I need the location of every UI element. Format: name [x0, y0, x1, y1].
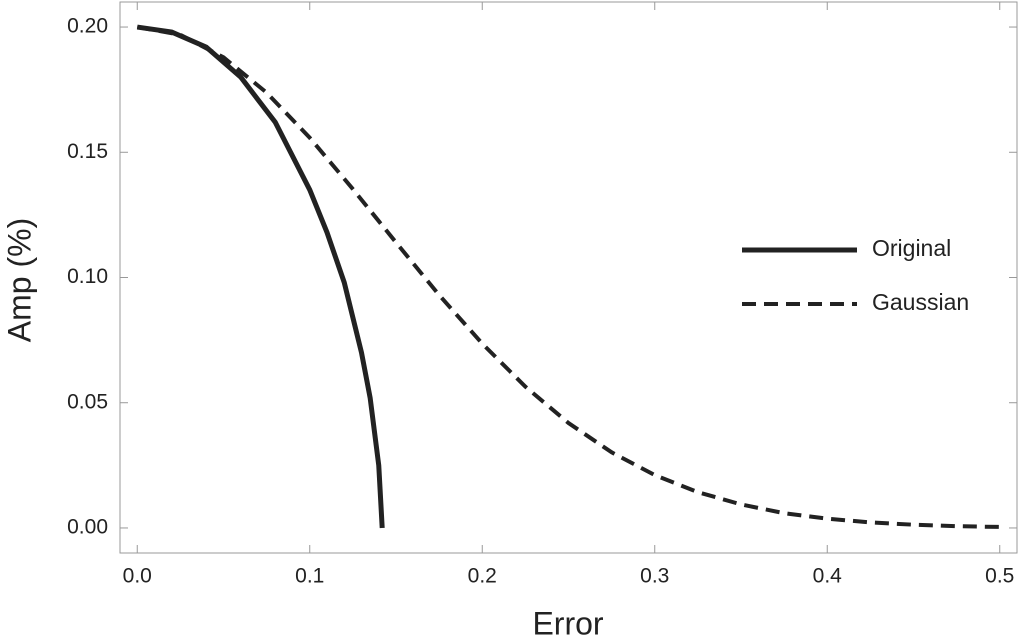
x-tick-label: 0.2 [468, 565, 497, 588]
y-tick-label: 0.10 [67, 265, 108, 288]
x-tick-label: 0.5 [985, 565, 1014, 588]
x-tick-label: 0.1 [295, 565, 324, 588]
line-series [136, 25, 1000, 529]
y-tick-label: 0.20 [67, 15, 108, 38]
y-tick-label: 0.05 [67, 390, 108, 413]
x-tick-label: 0.3 [640, 565, 669, 588]
y-axis-title: Amp (%) [1, 218, 37, 342]
legend-label: Original [872, 235, 951, 261]
x-tick-label: 0.4 [813, 565, 843, 588]
x-axis-title: Error [532, 605, 603, 641]
x-tick-label: 0.0 [123, 565, 152, 588]
line-series [136, 24, 385, 529]
legend-label: Gaussian [872, 289, 969, 315]
y-tick-label: 0.00 [67, 516, 108, 539]
y-tick-label: 0.15 [67, 140, 108, 163]
